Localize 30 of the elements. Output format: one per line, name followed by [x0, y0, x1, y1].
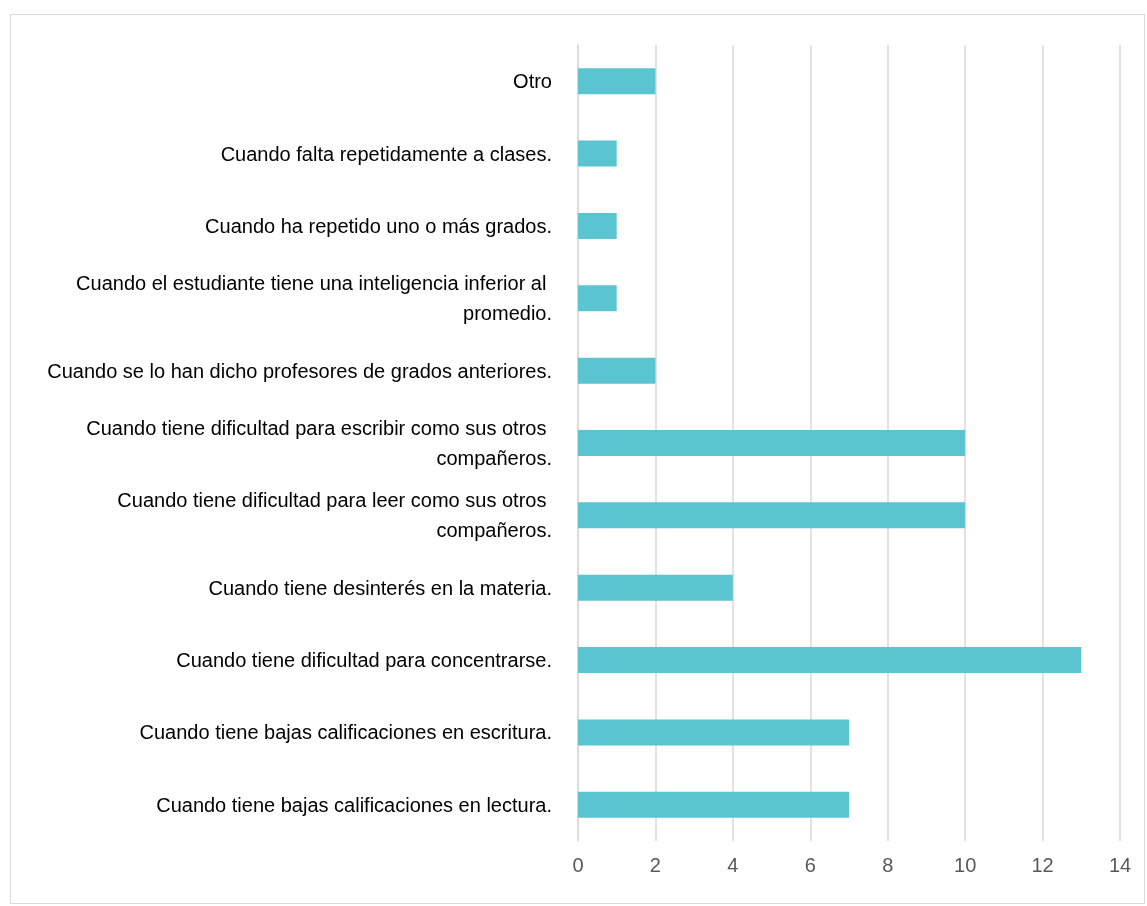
- bar: [578, 140, 617, 167]
- bar: [578, 719, 849, 746]
- x-tick-label: 12: [1031, 854, 1054, 876]
- bar: [578, 357, 656, 384]
- y-tick-label: Cuando ha repetido uno o más grados.: [205, 214, 552, 237]
- x-tick-label: 0: [572, 854, 584, 876]
- bar: [578, 502, 966, 529]
- x-tick-label: 4: [727, 854, 739, 876]
- y-tick-label: Cuando tiene dificultad para escribir como sus otros compañeros.: [86, 417, 552, 469]
- x-tick-label: 8: [882, 854, 894, 876]
- y-tick-label: Cuando tiene dificultad para concentrarse.: [176, 649, 552, 672]
- y-tick-label: Cuando el estudiante tiene una inteligencia inferior al promedio.: [76, 272, 552, 325]
- bar: [578, 430, 966, 456]
- bar: [578, 647, 1082, 674]
- y-tick-label: Cuando falta repetidamente a clases.: [220, 142, 552, 165]
- bar: [578, 68, 656, 95]
- x-tick-label: 10: [954, 854, 977, 876]
- y-tick-label: Otro: [513, 70, 552, 93]
- bar: [578, 791, 849, 818]
- y-tick-label: Cuando se lo han dicho profesores de grados anteriores.: [47, 359, 552, 382]
- bar: [578, 285, 617, 312]
- bar: [578, 574, 733, 601]
- x-tick-label: 14: [1108, 854, 1132, 876]
- x-tick-label: 6: [804, 854, 816, 876]
- y-tick-label: Cuando tiene bajas calificaciones en lectura.: [156, 793, 552, 816]
- y-tick-label: Cuando tiene desinterés en la materia.: [208, 576, 552, 599]
- bar: [578, 212, 617, 239]
- x-tick-label: 2: [649, 854, 661, 876]
- y-tick-label: Cuando tiene dificultad para leer como sus otros compañeros.: [117, 489, 552, 542]
- y-tick-label: Cuando tiene bajas calificaciones en escritura.: [139, 721, 552, 744]
